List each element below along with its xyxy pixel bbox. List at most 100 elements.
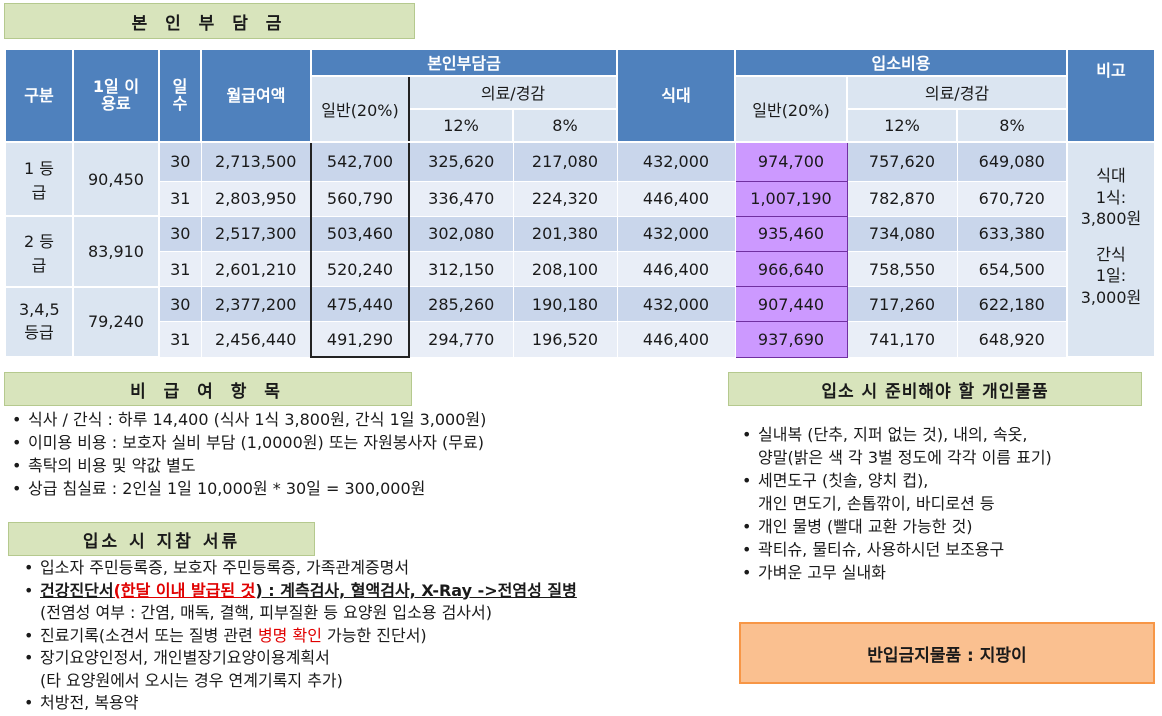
- self-12-cell: 312,150: [408, 251, 514, 288]
- list-item: 곽티슈, 물티슈, 사용하시던 보조용구: [738, 538, 1052, 561]
- admission-general-cell: 1,007,190: [734, 180, 848, 217]
- self-8-cell: 217,080: [512, 141, 618, 182]
- header-medical: 의료/경감: [408, 74, 618, 110]
- remarks-cell: 식대 1식: 3,800원 간식 1일: 3,000원: [1066, 140, 1156, 359]
- list-item: 상급 침실료 : 2인실 1일 10,000원 * 30일 = 300,000원: [8, 477, 486, 500]
- admission-8-cell: 633,380: [956, 215, 1068, 253]
- admission-12-cell: 717,260: [846, 286, 958, 323]
- health-cert-label: 건강진단서: [40, 580, 114, 600]
- monthly-cell: 2,517,300: [200, 215, 312, 253]
- list-item: 장기요양인정서, 개인별장기요양이용계획서 (타 요양원에서 오시는 경우 연계…: [20, 647, 577, 692]
- list-item: 식사 / 간식 : 하루 14,400 (식사 1식 3,800원, 간식 1일…: [8, 408, 486, 431]
- meal-cell: 446,400: [616, 180, 736, 217]
- table-row: 1 등급 90,450 30 2,713,500 542,700 325,620…: [4, 140, 1156, 359]
- list-item: 실내복 (단추, 지퍼 없는 것), 내의, 속옷, 양말(밝은 색 각 3벌 …: [738, 423, 1052, 469]
- grade-label: 3,4,5 등급: [4, 285, 74, 359]
- days-cell: 30: [158, 215, 202, 253]
- list-item-sub: (전염성 여부 : 간염, 매독, 결핵, 피부질환 등 요양원 입소용 검사서…: [40, 603, 492, 622]
- grade-fee: 83,910: [72, 215, 160, 288]
- header-remarks: 비고: [1066, 48, 1156, 143]
- header-admission-group: 입소비용: [734, 48, 1068, 77]
- monthly-cell: 2,377,200: [200, 286, 312, 323]
- days-cell: 31: [158, 251, 202, 288]
- days-cell: 31: [158, 180, 202, 217]
- header-days: 일수: [158, 48, 202, 143]
- admission-general-cell: 974,700: [734, 141, 848, 182]
- days-cell: 30: [158, 286, 202, 323]
- admission-12-cell: 758,550: [846, 251, 958, 288]
- header-medical-2: 의료/경감: [846, 74, 1068, 110]
- self-12-cell: 302,080: [408, 215, 514, 253]
- table-row: 31 2,803,950 560,790 336,470 224,320 446…: [5, 180, 1155, 217]
- meal-cell: 432,000: [616, 141, 736, 182]
- header-monthly-benefit: 월급여액: [200, 48, 312, 143]
- admission-12-cell: 741,170: [846, 321, 958, 358]
- remarks-line: 1일:: [1095, 266, 1127, 286]
- header-pct-8: 8%: [512, 107, 618, 143]
- self-8-cell: 201,380: [512, 215, 618, 253]
- admission-8-cell: 648,920: [956, 321, 1068, 358]
- docs-title: 입소 시 지참 서류: [8, 522, 315, 556]
- meal-cell: 446,400: [616, 251, 736, 288]
- list-item: 세면도구 (칫솔, 양치 컵), 개인 면도기, 손톱깎이, 바디로션 등: [738, 469, 1052, 515]
- list-item-sub: 양말(밝은 색 각 3벌 정도에 각각 이름 표기): [758, 448, 1052, 467]
- header-daily-fee: 1일 이용료: [72, 48, 160, 143]
- self-12-cell: 325,620: [408, 141, 514, 182]
- header-self-pay-group: 본인부담금: [310, 48, 618, 77]
- self-12-cell: 336,470: [408, 180, 514, 217]
- list-item: 건강진단서(한달 이내 발급된 것) : 계측검사, 혈액검사, X-Ray -…: [20, 580, 577, 625]
- prep-list: 실내복 (단추, 지퍼 없는 것), 내의, 속옷, 양말(밝은 색 각 3벌 …: [738, 423, 1052, 584]
- list-item: 진료기록(소견서 또는 질병 관련 병명 확인 가능한 진단서): [20, 625, 577, 648]
- table-row: 31 2,601,210 520,240 312,150 208,100 446…: [5, 251, 1155, 288]
- grade-fee: 79,240: [72, 285, 160, 359]
- list-item: 이미용 비용 : 보호자 실비 부담 (1,0000원) 또는 자원봉사자 (무…: [8, 431, 486, 454]
- monthly-cell: 2,713,500: [200, 141, 312, 182]
- grade-label: 2 등급: [4, 215, 74, 288]
- remarks-line: 3,800원: [1080, 209, 1142, 229]
- nonpay-list: 식사 / 간식 : 하루 14,400 (식사 1식 3,800원, 간식 1일…: [8, 408, 486, 500]
- list-item: 촉탁의 비용 및 약값 별도: [8, 454, 486, 477]
- days-cell: 30: [158, 141, 202, 182]
- self-general-cell: 475,440: [310, 286, 410, 323]
- meal-cell: 432,000: [616, 286, 736, 323]
- remarks-line: 1식:: [1095, 187, 1127, 207]
- header-meal: 식대: [616, 48, 736, 143]
- header-general: 일반(20%): [310, 74, 410, 143]
- monthly-cell: 2,601,210: [200, 251, 312, 288]
- table-row: 2 등급 83,910 30 2,517,300 503,460 302,080…: [4, 215, 1155, 288]
- self-12-cell: 285,260: [408, 286, 514, 323]
- list-item-sub: (타 요양원에서 오시는 경우 연계기록지 추가): [40, 670, 343, 690]
- header-category: 구분: [4, 48, 74, 143]
- forbidden-items-box: 반입금지물품 : 지팡이: [739, 622, 1155, 684]
- remarks-line: 간식: [1096, 244, 1126, 264]
- self-8-cell: 196,520: [512, 321, 618, 358]
- list-item: 개인 물병 (빨대 교환 가능한 것): [738, 515, 1052, 538]
- header-pct-12-b: 12%: [846, 107, 958, 143]
- admission-8-cell: 622,180: [956, 286, 1068, 323]
- self-general-cell: 542,700: [310, 141, 410, 182]
- admission-12-cell: 782,870: [846, 180, 958, 217]
- days-cell: 31: [158, 321, 202, 358]
- admission-general-cell: 935,460: [734, 215, 848, 253]
- list-item-sub: 개인 면도기, 손톱깎이, 바디로션 등: [758, 494, 995, 513]
- monthly-cell: 2,456,440: [200, 321, 312, 358]
- list-item: 처방전, 복용약: [20, 692, 577, 715]
- self-8-cell: 208,100: [512, 251, 618, 288]
- nonpay-title: 비 급 여 항 목: [4, 372, 412, 406]
- self-8-cell: 224,320: [512, 180, 618, 217]
- page-title: 본 인 부 담 금: [4, 3, 415, 39]
- diagnosis-highlight: 병명 확인: [257, 625, 322, 645]
- admission-8-cell: 670,720: [956, 180, 1068, 217]
- header-pct-12: 12%: [408, 107, 514, 143]
- table-row: 31 2,456,440 491,290 294,770 196,520 446…: [5, 321, 1155, 359]
- docs-list: 입소자 주민등록증, 보호자 주민등록증, 가족관계증명서 건강진단서(한달 이…: [20, 557, 577, 715]
- prep-title: 입소 시 준비해야 할 개인물품: [728, 372, 1142, 406]
- monthly-cell: 2,803,950: [200, 180, 312, 217]
- self-8-cell: 190,180: [512, 286, 618, 323]
- list-item: 입소자 주민등록증, 보호자 주민등록증, 가족관계증명서: [20, 557, 577, 580]
- self-general-cell: 503,460: [310, 215, 410, 253]
- self-12-cell: 294,770: [408, 321, 514, 358]
- self-general-cell: 560,790: [310, 180, 410, 217]
- admission-general-cell: 966,640: [734, 251, 848, 288]
- admission-8-cell: 654,500: [956, 251, 1068, 288]
